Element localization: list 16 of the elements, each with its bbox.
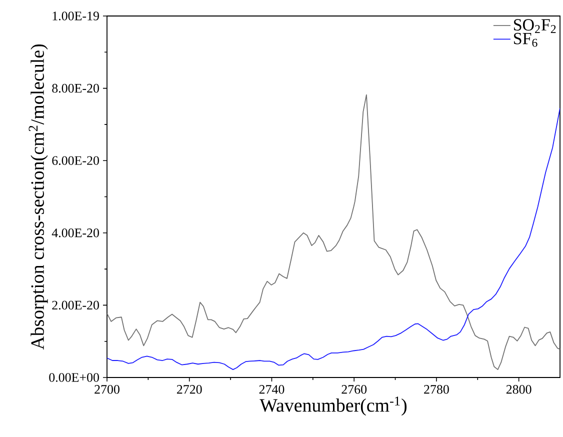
y-tick-label: 4.00E-20 [52,228,99,238]
x-tick-label: 2780 [424,385,449,394]
y-tick-label: 8.00E-20 [52,84,99,93]
legend-label: SO$_{2}$F$_{2}$ [514,19,556,33]
x-tick-label: 2760 [342,385,367,394]
y-axis-title: Absorption cross-section(cm$^{2}$/molecule) [28,44,48,350]
x-tick-label: 2700 [94,385,120,394]
y-tick-label: 6.00E-20 [52,156,99,165]
legend-label: SF$_{6}$ [514,32,538,47]
x-tick-label: 2800 [506,385,532,394]
y-tick-label: 1.00E-19 [52,12,99,20]
y-tick-label: 0.00E+00 [49,373,99,382]
x-tick-label: 2720 [176,385,202,394]
y-tick-label: 2.00E-20 [52,300,99,310]
x-tick-label: 2740 [259,385,284,394]
x-axis-title: Wavenumber(cm$^{-1}$) [260,396,407,416]
